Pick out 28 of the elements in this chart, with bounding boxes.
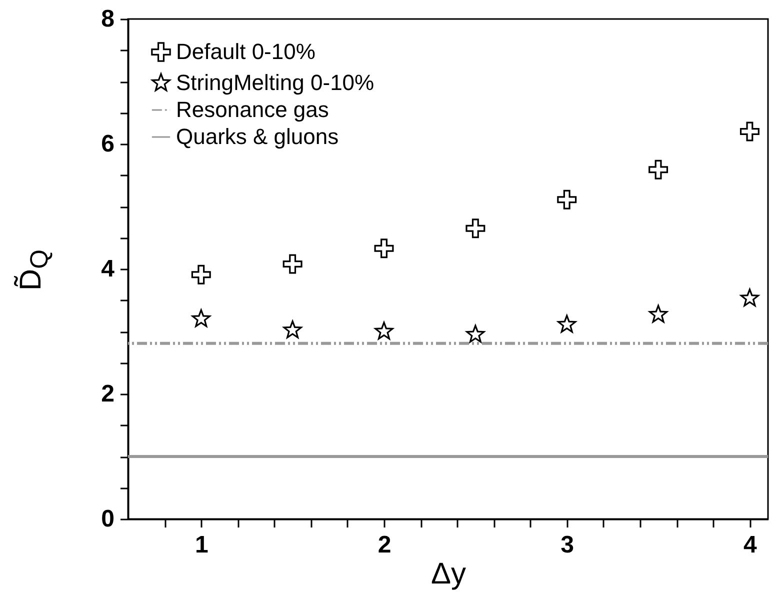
point (557, 190, 577, 210)
point (283, 320, 302, 338)
point (648, 160, 668, 180)
y-tick-label: 2 (101, 380, 114, 408)
legend-label: Resonance gas (176, 97, 329, 122)
y-tick-label: 8 (101, 6, 114, 32)
point (466, 324, 485, 343)
point (192, 309, 210, 328)
y-tick-label: 0 (101, 506, 114, 532)
x-tick-label: 2 (378, 532, 392, 558)
point (648, 304, 668, 323)
y-tick-label: 4 (101, 256, 116, 282)
point (466, 218, 486, 238)
point (374, 238, 394, 258)
point (374, 322, 394, 340)
x-tick-label: 3 (560, 532, 574, 558)
x-tick-label: 4 (744, 532, 758, 558)
x-axis-title: Δy (430, 558, 466, 590)
x-tick-label: 1 (194, 532, 208, 558)
point (558, 314, 576, 333)
point (740, 288, 760, 306)
point (191, 264, 211, 284)
point (282, 254, 302, 274)
legend-label: Quarks & gluons (176, 124, 339, 149)
y-tick-label: 6 (101, 130, 114, 158)
legend-label: StringMelting 0-10% (176, 70, 374, 95)
legend-label: Default 0-10% (176, 39, 316, 64)
point (740, 122, 760, 142)
